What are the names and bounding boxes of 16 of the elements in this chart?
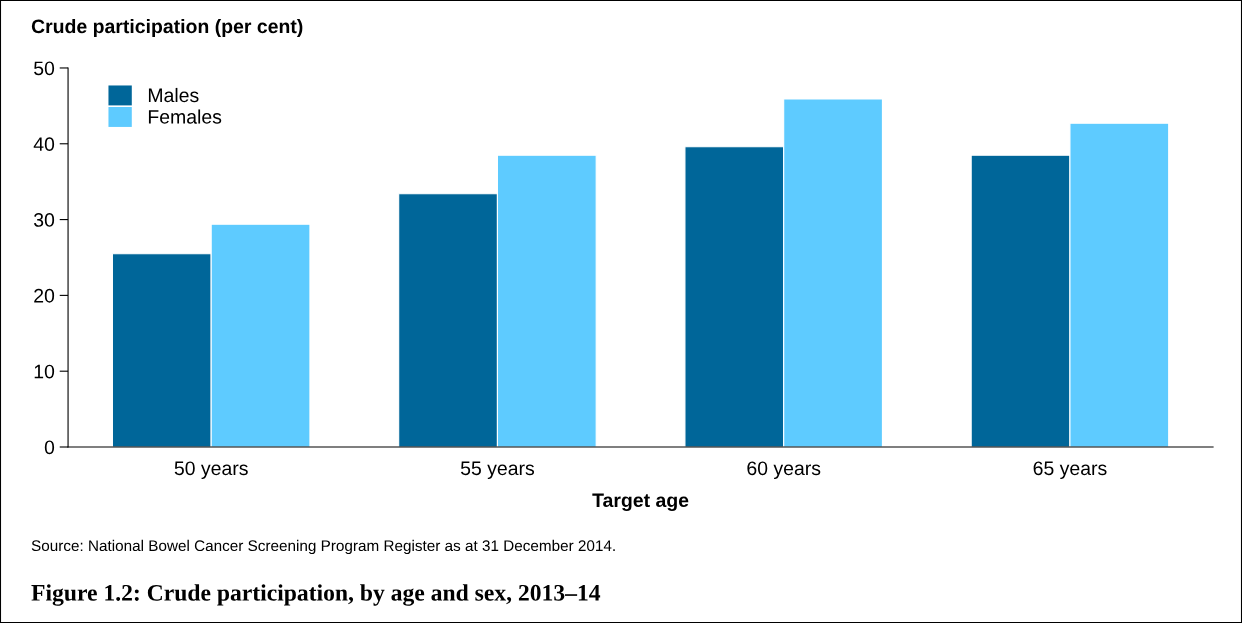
x-axis-title: Target age: [592, 493, 689, 512]
y-tick-label: 20: [34, 288, 55, 303]
legend-label: Males: [148, 87, 199, 103]
y-tick-label: 30: [33, 213, 55, 227]
y-tick-label: 0: [44, 440, 55, 455]
y-tick-label: 10: [34, 364, 55, 379]
legend-label: Females: [148, 109, 222, 124]
x-tick-label: 65 years: [1033, 461, 1107, 480]
y-tick-label: 50: [34, 61, 55, 76]
x-tick-label: 55 years: [460, 461, 535, 480]
x-tick-label: 50 years: [174, 461, 248, 480]
y-axis-title: Crude participation (per cent): [31, 18, 303, 38]
y-tick-label: 40: [33, 137, 55, 152]
text: Figure 1.2: Crude participation, by age and sex, 2013–14: [31, 584, 601, 606]
x-tick-label: 60 years: [747, 461, 821, 480]
source-note: Source: National Bowel Cancer Screening Program Register as at 31 December 2014.: [31, 539, 615, 555]
